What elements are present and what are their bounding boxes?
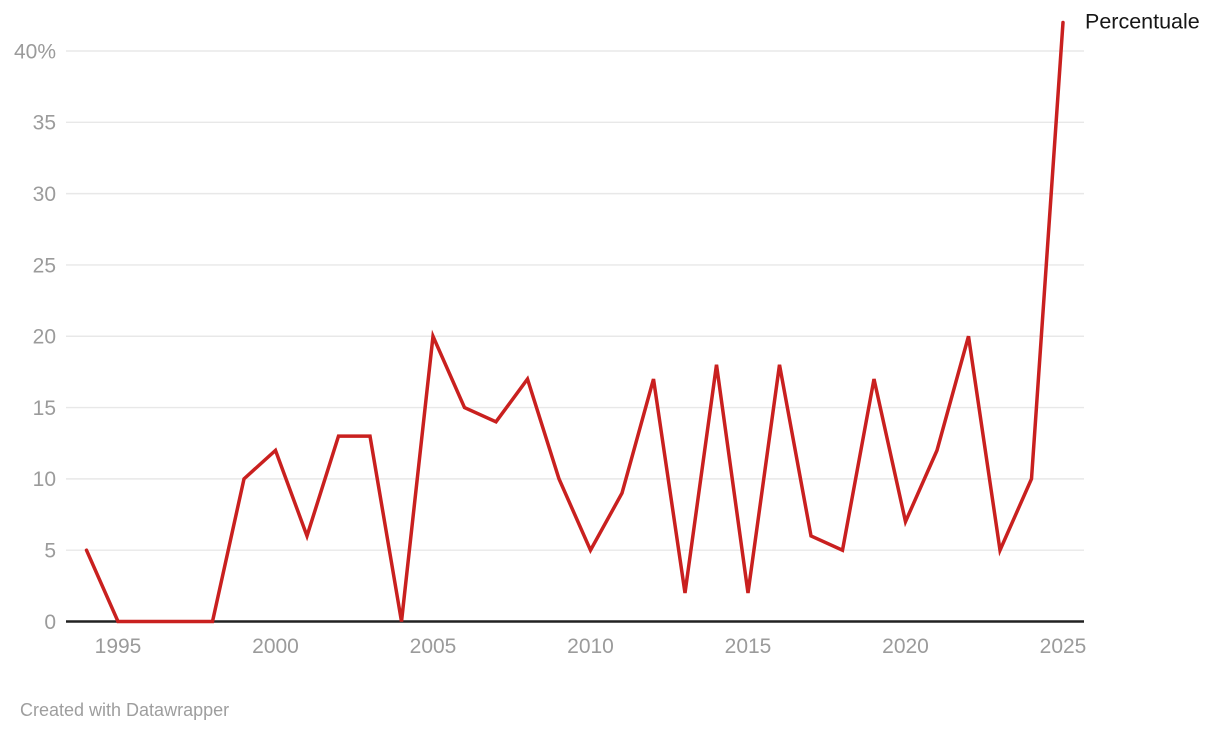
- y-tick-label-30: 30: [33, 183, 56, 206]
- series-direct-label: Percentuale: [1085, 9, 1200, 33]
- x-tick-label-2000: 2000: [252, 635, 299, 658]
- x-tick-label-2010: 2010: [567, 635, 614, 658]
- x-tick-label-2025: 2025: [1040, 635, 1087, 658]
- y-tick-label-25: 25: [33, 254, 56, 277]
- y-tick-label-20: 20: [33, 326, 56, 349]
- x-tick-label-2020: 2020: [882, 635, 929, 658]
- datawrapper-credit: Created with Datawrapper: [20, 700, 230, 720]
- gridlines: [66, 50, 1084, 551]
- x-tick-label-1995: 1995: [95, 635, 142, 658]
- x-axis-tick-labels: 1995 2000 2005 2010 2015 2020 2025: [95, 635, 1087, 658]
- x-tick-label-2015: 2015: [725, 635, 772, 658]
- y-tick-label-0: 0: [44, 611, 56, 634]
- y-axis-tick-labels: 0 5 10 15 20 25 30 35 40%: [14, 40, 56, 634]
- y-tick-label-15: 15: [33, 397, 56, 420]
- y-tick-label-5: 5: [44, 540, 56, 563]
- y-tick-label-40: 40%: [14, 40, 56, 63]
- x-tick-label-2005: 2005: [410, 635, 457, 658]
- y-tick-label-35: 35: [33, 112, 56, 135]
- percentuale-line-series: [84, 20, 1065, 624]
- y-tick-label-10: 10: [33, 468, 56, 491]
